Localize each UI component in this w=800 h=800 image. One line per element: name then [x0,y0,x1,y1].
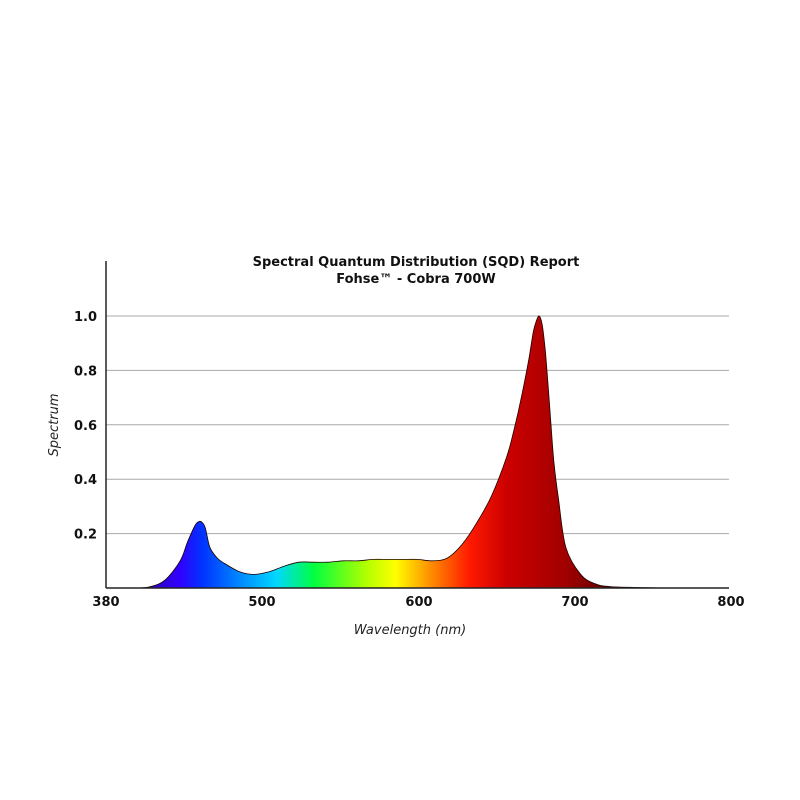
x-tick-label: 800 [717,595,744,610]
y-tick-label: 0.4 [74,473,97,488]
x-tick-label: 600 [405,595,432,610]
grid-lines [106,315,729,535]
chart-title: Spectral Quantum Distribution (SQD) Repo… [253,255,580,270]
y-axis-title: Spectrum [47,394,62,457]
x-tick-label: 380 [92,595,119,610]
axes [105,261,729,589]
y-tick-label: 0.2 [74,528,97,543]
chart-subtitle: Fohse™ - Cobra 700W [336,272,496,287]
x-tick-label: 500 [248,595,275,610]
y-tick-label: 0.8 [74,364,97,379]
x-tick-label: 700 [561,595,588,610]
y-tick-labels: 0.2 0.4 0.6 0.8 1.0 [74,310,97,543]
y-tick-label: 0.6 [74,419,97,434]
x-tick-labels: 380 500 600 700 800 [92,595,744,610]
spectrum-area [105,315,729,589]
y-tick-label: 1.0 [74,310,97,325]
x-axis-title: Wavelength (nm) [354,623,466,638]
